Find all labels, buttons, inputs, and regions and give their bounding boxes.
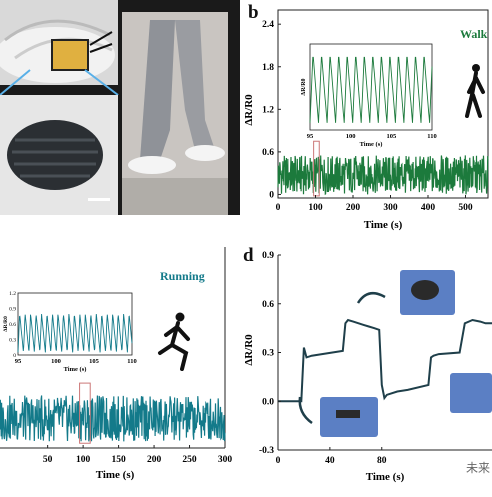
walker-body — [465, 71, 485, 118]
inset-x-tick-label: 105 — [89, 358, 100, 365]
plot-frame — [277, 9, 489, 199]
inset-y-tick-label: 0 — [13, 353, 16, 359]
panel-a-photos — [0, 0, 240, 215]
inset-x-title: Time (s) — [64, 366, 87, 373]
x-tick-label: 300 — [218, 455, 233, 465]
inset-x-tick-label: 95 — [15, 358, 22, 365]
x-axis-title: Time (s) — [96, 469, 135, 481]
x-axis-title: Time (s) — [364, 219, 403, 231]
inset-y-title: ΔR/R0 — [3, 316, 9, 332]
x-tick-label: 80 — [377, 456, 387, 466]
watermark: 未来 — [465, 461, 490, 475]
y-tick-label: 1.2 — [262, 105, 274, 115]
sensor-mesh — [7, 120, 103, 190]
inset-x-tick-label: 100 — [51, 358, 61, 365]
x-tick-label: 150 — [111, 455, 126, 465]
inset-x-tick-label: 95 — [307, 133, 314, 140]
y-tick-label: 1.8 — [262, 63, 274, 73]
highlight-box — [79, 382, 91, 444]
y-axis-title: ΔR/R0 — [243, 94, 255, 126]
bending-signal — [278, 318, 492, 403]
y-tick-label: 0.6 — [262, 300, 274, 310]
y-tick-label: 0.9 — [262, 251, 274, 261]
panel-b: b 0 100 200 300 400 500 0 0.6 1.2 1.8 2.4 Time (s) Δ… — [240, 0, 492, 245]
runner-body — [158, 321, 190, 371]
inset-x-title: Time (s) — [360, 141, 383, 148]
x-tick-label: 200 — [346, 203, 361, 213]
panel-d-label: d — [243, 245, 254, 266]
x-tick-label: 0 — [276, 203, 281, 213]
walk-signal — [277, 155, 489, 196]
x-tick-label: 100 — [76, 455, 91, 465]
running-signal — [0, 395, 226, 442]
x-tick-label: 200 — [147, 455, 162, 465]
inset-y-tick-label: 0.3 — [9, 338, 16, 344]
inset-y-tick-label: 0.6 — [9, 322, 16, 328]
panel-d-chart: 0 40 80 -0.3 0.0 0.3 0.6 0.9 Time (s) ΔR/R0 — [243, 251, 492, 483]
chart-title: Running — [160, 269, 205, 283]
x-tick-label: 400 — [421, 203, 436, 213]
y-tick-label: 2.4 — [262, 20, 274, 30]
inset-signal — [309, 56, 433, 123]
y-tick-label: -0.3 — [259, 446, 274, 456]
arrow-icon — [298, 396, 313, 425]
x-tick-label: 40 — [325, 456, 335, 466]
inset-signal — [17, 313, 133, 353]
highlight-box — [313, 140, 320, 197]
y-tick-label: 0.6 — [262, 148, 274, 158]
y-tick-label: 0.3 — [262, 349, 274, 359]
panel-c: 50 100 150 200 250 300 Time (s) Running 95 100 105… — [0, 245, 240, 492]
finger-photo-right — [450, 373, 492, 413]
inset-x-tick-label: 105 — [386, 133, 397, 140]
finger-sensor-flat — [336, 410, 360, 418]
x-tick-label: 500 — [458, 203, 473, 213]
panel-a-illustration — [0, 0, 228, 215]
chart-title: Walk — [460, 27, 488, 41]
inset-y-tick-label: 1.2 — [9, 291, 16, 297]
x-axis-title: Time (s) — [366, 471, 405, 483]
x-tick-label: 0 — [276, 456, 281, 466]
panel-b-chart: 0 100 200 300 400 500 0 0.6 1.2 1.8 2.4 Time (s) ΔR/… — [243, 9, 489, 231]
inset-x-tick-label: 110 — [127, 358, 136, 365]
panel-b-label: b — [248, 2, 259, 23]
inset-x-tick-label: 110 — [427, 133, 436, 140]
y-axis-title: ΔR/R0 — [243, 334, 255, 366]
inset-x-tick-label: 100 — [346, 133, 356, 140]
scale-bar — [88, 198, 110, 201]
x-tick-label: 100 — [308, 203, 323, 213]
sensor-patch — [51, 39, 89, 71]
inset-y-tick-label: 0.9 — [9, 307, 16, 313]
x-tick-label: 50 — [43, 455, 53, 465]
panel-d: d 0 40 80 -0.3 0.0 0.3 0.6 0.9 Time (s) ΔR/R0 未来 — [240, 245, 492, 492]
finger-sensor — [411, 280, 439, 300]
y-tick-label: 0 — [269, 190, 274, 200]
x-tick-label: 300 — [383, 203, 398, 213]
y-tick-label: 0.0 — [262, 397, 274, 407]
runner-icon — [175, 312, 185, 322]
inset-y-title: ΔR/R0 — [301, 78, 307, 95]
arrow-icon — [356, 291, 386, 304]
panel-c-chart: 50 100 150 200 250 300 Time (s) Running 95 100 105… — [0, 247, 233, 481]
walker-icon — [472, 64, 480, 72]
x-tick-label: 250 — [182, 455, 197, 465]
